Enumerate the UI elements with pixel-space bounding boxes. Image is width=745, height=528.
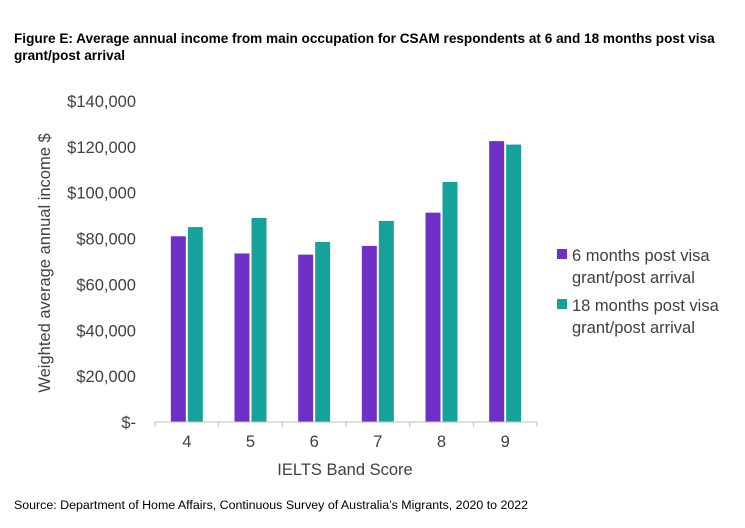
y-tick-label: $60,000 xyxy=(76,276,136,294)
figure-title: Figure E: Average annual income from mai… xyxy=(14,31,715,63)
x-axis-ticks: 4 5 6 7 8 9 xyxy=(154,422,538,451)
x-tick-label: 4 xyxy=(182,433,191,451)
legend-swatch xyxy=(557,249,567,259)
y-tick-label: $120,000 xyxy=(67,139,136,157)
y-tick-label: $- xyxy=(121,414,136,432)
y-tick-label: $20,000 xyxy=(76,368,136,386)
y-tick-label: $140,000 xyxy=(67,93,136,111)
bar-6-months-8 xyxy=(425,212,441,422)
bar-18-months-8 xyxy=(442,181,458,422)
x-tick-label: 7 xyxy=(373,433,382,451)
bar-18-months-9 xyxy=(506,144,522,423)
x-tick-label: 8 xyxy=(437,433,446,451)
y-axis-ticks: $- $20,000 $40,000 $60,000 $80,000 $100,000 $1… xyxy=(67,93,136,432)
bar-6-months-4 xyxy=(170,236,186,422)
x-tick-label: 5 xyxy=(246,433,255,451)
y-tick-label: $40,000 xyxy=(76,322,136,340)
source-note: Source: Department of Home Affairs, Cont… xyxy=(14,498,529,512)
legend-swatch xyxy=(557,299,567,309)
legend-label: grant/post arrival xyxy=(572,319,695,337)
legend-label: grant/post arrival xyxy=(572,269,695,287)
bar-6-months-5 xyxy=(234,253,250,422)
legend: 6 months post visa grant/post arrival 18 m… xyxy=(557,247,720,337)
y-tick-label: $100,000 xyxy=(67,185,136,203)
bar-6-months-6 xyxy=(298,254,314,422)
x-tick-label: 9 xyxy=(501,433,510,451)
x-axis-label: IELTS Band Score xyxy=(277,461,412,479)
legend-label: 18 months post visa xyxy=(572,297,720,315)
bar-18-months-4 xyxy=(187,227,203,422)
legend-label: 6 months post visa xyxy=(572,247,710,265)
bar-6-months-9 xyxy=(489,141,505,422)
y-axis-label: Weighted average annual income $ xyxy=(36,133,54,392)
bar-18-months-6 xyxy=(315,242,331,422)
bar-6-months-7 xyxy=(361,245,377,422)
bar-18-months-5 xyxy=(251,217,267,422)
x-tick-label: 6 xyxy=(310,433,319,451)
bar-18-months-7 xyxy=(378,220,394,422)
bars xyxy=(170,141,522,423)
y-tick-label: $80,000 xyxy=(76,231,136,249)
